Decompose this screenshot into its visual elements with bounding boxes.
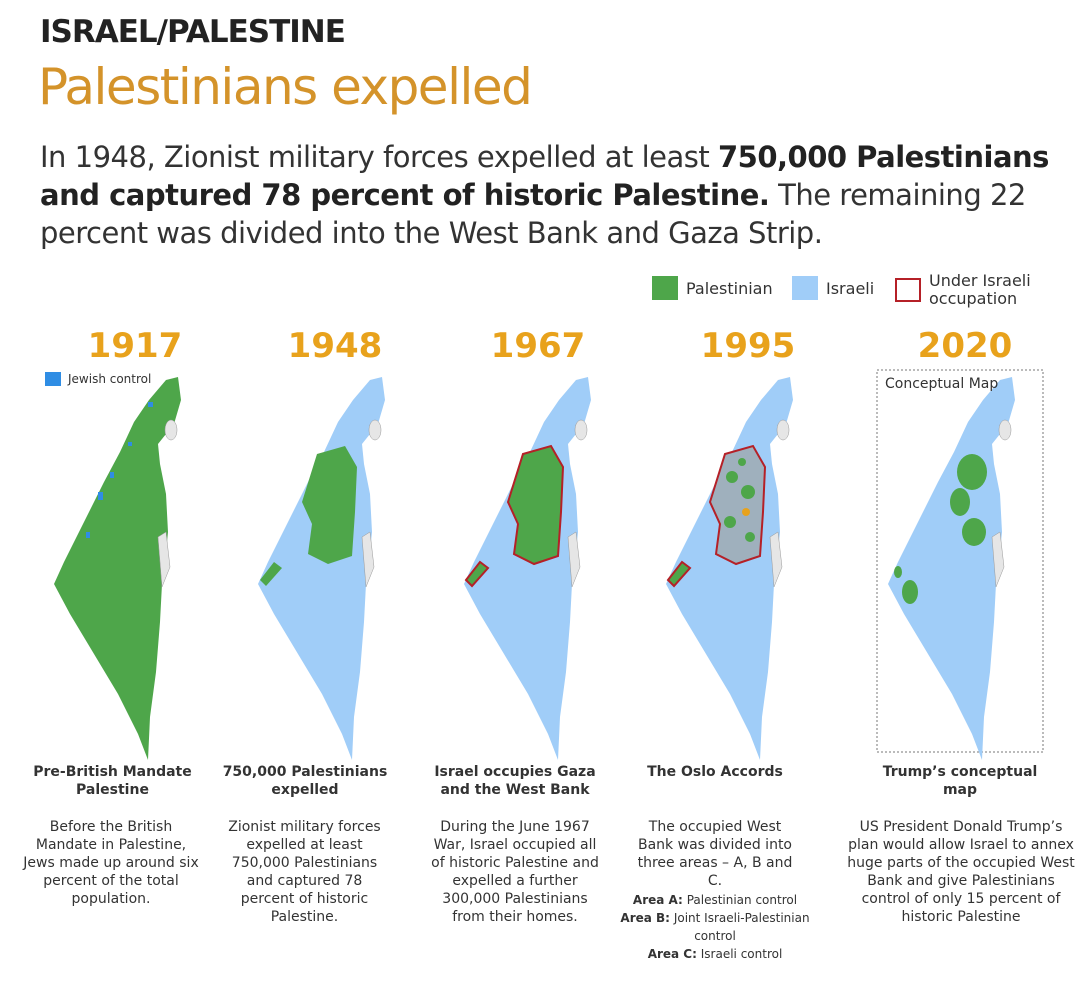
area-label: Area C: <box>647 947 697 961</box>
concept-box <box>876 369 1044 753</box>
legend-label: Israeli <box>826 278 875 298</box>
title: Palestinians expelled <box>38 58 533 116</box>
year: 1967 <box>490 326 586 366</box>
panel-body: Zionist military forces expelled at leas… <box>228 819 381 925</box>
year: 2020 <box>917 326 1013 366</box>
panel-heading: 750,000 Palestinians expelled <box>222 764 388 798</box>
panel-heading: Israel occupies Gaza and the West Bank <box>434 764 596 798</box>
year: 1917 <box>87 326 183 366</box>
intro-bold: 750,000 Palestinians and captured 78 per… <box>40 140 1049 212</box>
year: 1948 <box>287 326 383 366</box>
panel-body: Before the British Mandate in Palestine,… <box>23 819 199 907</box>
area: Area B: Joint Israeli-Palestinian contro… <box>615 909 815 945</box>
year: 1995 <box>700 326 796 366</box>
intro-text: The remaining 22 percent was divided int… <box>40 178 1026 250</box>
panel-body: During the June 1967 War, Israel occupie… <box>431 819 599 925</box>
map-1917 <box>54 377 181 760</box>
area: Area A: Palestinian control <box>615 891 815 909</box>
maps: Jewish control Conceptual Map <box>45 369 1044 760</box>
area-label: Area B: <box>620 911 670 925</box>
area-text: Joint Israeli-Palestinian control <box>673 911 810 943</box>
legend-label: Palestinian <box>686 278 773 298</box>
panel-body: US President Donald Trump’s plan would a… <box>847 819 1075 925</box>
legend-item: Under Israeli occupation <box>895 272 1055 308</box>
intro-text: In 1948, Zionist military forces expelle… <box>40 140 718 174</box>
map-label: Jewish control <box>67 372 151 386</box>
legend-label: Under Israeli occupation <box>929 271 1031 308</box>
area-list: Area A: Palestinian control Area B: Join… <box>615 891 815 963</box>
map-1995 <box>666 377 793 760</box>
map-label: Conceptual Map <box>885 376 998 392</box>
swatch <box>792 276 818 300</box>
legend-item: Palestinian <box>652 276 773 300</box>
intro: In 1948, Zionist military forces expelle… <box>40 138 1050 252</box>
map-1948 <box>258 377 385 760</box>
panel-heading: Pre-British Mandate Palestine <box>33 764 192 798</box>
map-1967 <box>464 377 591 760</box>
panel-body: The occupied West Bank was divided into … <box>637 819 793 889</box>
area-text: Israeli control <box>700 947 783 961</box>
kicker: ISRAEL/PALESTINE <box>40 14 346 50</box>
area: Area C: Israeli control <box>615 945 815 963</box>
legend-item: Israeli <box>792 276 874 300</box>
swatch <box>895 278 921 302</box>
area-text: Palestinian control <box>686 893 798 907</box>
map-2020 <box>888 377 1015 760</box>
panel-heading: The Oslo Accords <box>647 764 783 780</box>
swatch <box>45 372 61 386</box>
panel-heading: Trump’s conceptual map <box>882 764 1038 798</box>
area-label: Area A: <box>632 893 683 907</box>
swatch <box>652 276 678 300</box>
